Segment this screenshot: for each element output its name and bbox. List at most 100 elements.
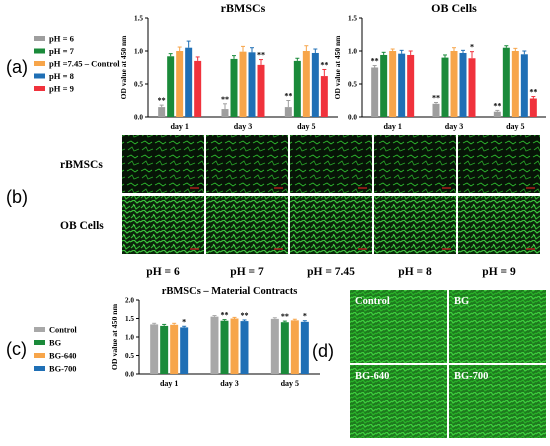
bar	[520, 54, 528, 117]
legend-swatch	[34, 48, 45, 54]
significance-mark: **	[158, 96, 166, 105]
fluorescence-grid-panel-d: Control BG BG-640 BG-700	[350, 290, 546, 438]
x-tick-label: day 1	[160, 379, 178, 388]
x-tick-label: day 5	[506, 122, 524, 131]
chart-title: OB Cells	[431, 1, 477, 15]
panel-label-b: (b)	[6, 187, 28, 207]
legend-swatch	[34, 86, 45, 91]
bar	[150, 324, 159, 374]
bar	[450, 51, 458, 117]
bar	[511, 51, 519, 117]
x-tick-label: day 3	[234, 122, 252, 131]
bar	[239, 51, 247, 117]
bar	[167, 56, 175, 117]
significance-mark: *	[182, 317, 186, 326]
legend-label: BG	[49, 339, 62, 348]
column-label: pH = 7	[230, 266, 264, 278]
fluorescence-image	[458, 196, 540, 254]
significance-mark: **	[432, 93, 440, 102]
significance-mark: **	[257, 51, 265, 60]
significance-mark: **	[493, 101, 501, 110]
bar	[311, 52, 319, 118]
fluorescence-image	[290, 135, 372, 193]
fluorescence-grid-panel-b: rBMSCs OB Cells pH = 6 pH = 7 pH = 7.45 pH = …	[60, 135, 540, 278]
y-axis-label: OD value at 450 nm	[333, 35, 342, 100]
bar	[185, 47, 193, 118]
significance-mark: **	[221, 311, 229, 320]
legend-label: pH =7.45 – Control	[49, 59, 120, 69]
significance-mark: **	[281, 312, 289, 321]
fluorescence-image	[350, 365, 447, 438]
significance-mark: **	[371, 57, 379, 66]
significance-mark: *	[303, 312, 307, 321]
bar	[176, 51, 184, 117]
bar	[158, 107, 166, 117]
legend-swatch	[34, 327, 45, 332]
y-tick-label: 0.5	[348, 81, 357, 89]
legend-label: BG-640	[49, 352, 76, 361]
y-tick-label: 1.0	[134, 48, 143, 56]
significance-mark: **	[529, 88, 537, 97]
bar	[380, 54, 388, 117]
bar	[210, 316, 219, 374]
legend-panel-c: Control BG BG-640 BG-700	[34, 326, 77, 374]
panel-label-a: (a)	[6, 57, 28, 77]
bar	[290, 320, 299, 374]
bar	[493, 111, 501, 117]
bar	[398, 53, 406, 117]
panel-label-c: (c)	[6, 339, 27, 359]
image-label: Control	[355, 296, 390, 307]
x-tick-label: day 3	[445, 122, 463, 131]
bar	[230, 58, 238, 117]
legend-label: pH = 6	[49, 34, 75, 44]
fluorescence-image	[350, 290, 447, 363]
panel-label-d: (d)	[312, 341, 334, 361]
bar	[320, 76, 328, 117]
fluorescence-image	[374, 196, 456, 254]
legend-label: pH = 7	[49, 46, 75, 56]
bar	[459, 52, 467, 118]
fluorescence-image	[206, 196, 288, 254]
legend-swatch	[34, 353, 45, 358]
fluorescence-image	[458, 135, 540, 193]
legend-swatch	[34, 61, 45, 66]
fluorescence-image	[449, 290, 546, 363]
bar	[180, 327, 189, 374]
bar	[300, 321, 309, 374]
bar	[502, 47, 510, 118]
column-label: pH = 7.45	[307, 266, 355, 278]
bar	[293, 60, 301, 117]
legend-swatch	[34, 73, 45, 79]
bar	[170, 324, 179, 374]
bar	[270, 318, 279, 374]
fluorescence-image	[206, 135, 288, 193]
y-tick-label: 0.0	[134, 114, 143, 122]
bar	[407, 54, 415, 117]
legend-swatch	[34, 36, 45, 41]
bar	[280, 322, 289, 374]
legend-label: pH = 9	[49, 84, 74, 94]
legend-swatch	[34, 340, 45, 345]
bar	[221, 109, 229, 117]
y-tick-label: 1.0	[348, 48, 357, 56]
fluorescence-image	[122, 196, 204, 254]
y-tick-label: 0.0	[348, 114, 357, 122]
bar	[194, 60, 202, 117]
fluorescence-image	[290, 196, 372, 254]
bar	[220, 320, 229, 374]
column-label: pH = 9	[482, 266, 516, 278]
bar	[230, 318, 239, 374]
fluorescence-image	[374, 135, 456, 193]
row-label: OB Cells	[60, 220, 104, 232]
significance-mark: **	[320, 60, 328, 69]
x-tick-label: day 1	[383, 122, 401, 131]
row-label: rBMSCs	[60, 159, 103, 171]
legend-label: BG-700	[49, 365, 76, 374]
chart-title: rBMSCs – Material Contracts	[162, 286, 298, 297]
y-tick-label: 1.0	[125, 334, 134, 342]
bar	[441, 57, 449, 117]
bar	[371, 67, 379, 117]
image-label: BG-700	[454, 371, 488, 382]
bar	[284, 107, 292, 117]
